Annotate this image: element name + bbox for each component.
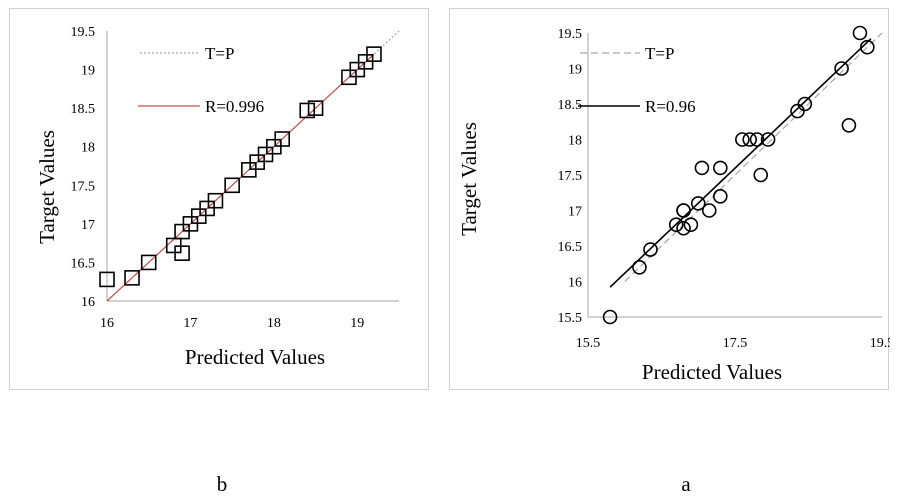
y-axis-title-b: Target Values [35, 130, 59, 244]
chart-a-svg: T=P R=0.96 Predicted Values Target Value… [457, 25, 894, 384]
y-tick-label: 15.5 [558, 311, 583, 326]
data-point-square [299, 102, 316, 119]
data-point-square [274, 131, 291, 147]
x-tick-label: 19 [350, 316, 364, 331]
identity-line-tp [624, 32, 883, 282]
data-point-square [207, 192, 224, 209]
y-axis-title-a: Target Values [457, 122, 481, 236]
data-point-circle [790, 103, 805, 119]
chart-panel-b: T=P R=0.996 Predicted Values Target Valu… [9, 8, 429, 390]
data-point-circle [753, 167, 769, 183]
chart-panel-a: T=P R=0.96 Predicted Values Target Value… [449, 8, 894, 390]
data-point-circle [683, 217, 699, 232]
figure-caption-a: a [681, 472, 691, 496]
y-tick-label: 16 [81, 295, 95, 310]
data-point-circle [735, 132, 750, 147]
x-tick-label: 18 [267, 316, 281, 331]
y-tick-label: 18 [81, 141, 95, 156]
data-point-circle [852, 25, 868, 41]
figure-caption-b: b [216, 472, 228, 496]
data-point-circle [859, 39, 875, 55]
data-point-circle [760, 132, 776, 147]
y-tick-label: 18.5 [71, 102, 96, 117]
legend-a-r-label: R=0.96 [645, 97, 696, 116]
data-point-square [366, 46, 382, 62]
data-point-square [124, 270, 140, 286]
regression-line [609, 38, 872, 288]
y-tick-label: 19 [568, 63, 582, 78]
data-point-circle [676, 203, 691, 218]
legend-b-r-label: R=0.996 [205, 97, 264, 116]
data-point-circle [690, 196, 706, 211]
data-point-circle [676, 220, 691, 236]
y-tick-label: 16.5 [71, 256, 96, 271]
data-point-circle [668, 217, 684, 232]
legend-a-tp-label: T=P [645, 44, 674, 63]
y-tick-label: 17.5 [71, 179, 96, 194]
legend-b-tp-label: T=P [205, 44, 234, 63]
x-tick-label: 17.5 [723, 336, 748, 351]
data-point-circle [742, 132, 758, 147]
x-axis-title-b: Predicted Values [185, 345, 325, 369]
data-point-circle [749, 132, 765, 147]
y-tick-label: 17 [568, 205, 582, 220]
data-point-square [174, 245, 190, 261]
data-point-circle [712, 189, 728, 204]
data-point-circle [712, 160, 728, 176]
x-tick-label: 16 [100, 316, 114, 331]
y-tick-label: 16.5 [558, 240, 583, 255]
y-tick-label: 17 [81, 218, 95, 233]
x-tick-label: 15.5 [576, 336, 601, 351]
data-point-circle [643, 242, 658, 257]
regression-line [106, 53, 375, 302]
data-point-circle [797, 96, 813, 112]
data-point-circle [602, 309, 618, 325]
data-point-square [99, 271, 115, 288]
y-tick-label: 18.5 [558, 98, 583, 113]
data-point-circle [834, 61, 849, 76]
y-tick-label: 16 [568, 276, 582, 291]
y-tick-label: 19.5 [71, 25, 96, 40]
y-tick-label: 19 [81, 64, 95, 79]
x-tick-label: 19.5 [870, 336, 890, 351]
y-tick-label: 18 [568, 134, 582, 149]
y-tick-label: 19.5 [558, 27, 583, 42]
data-point-circle [694, 160, 710, 176]
data-point-square [307, 100, 324, 116]
y-tick-label: 17.5 [558, 169, 583, 184]
data-point-circle [841, 118, 857, 133]
x-axis-title-a: Predicted Values [642, 360, 782, 384]
x-tick-label: 17 [183, 316, 197, 331]
chart-b-svg: T=P R=0.996 Predicted Values Target Valu… [35, 25, 400, 369]
data-point-square [140, 254, 157, 271]
data-point-circle [701, 203, 717, 218]
data-point-square [224, 177, 240, 194]
data-point-circle [632, 259, 647, 275]
